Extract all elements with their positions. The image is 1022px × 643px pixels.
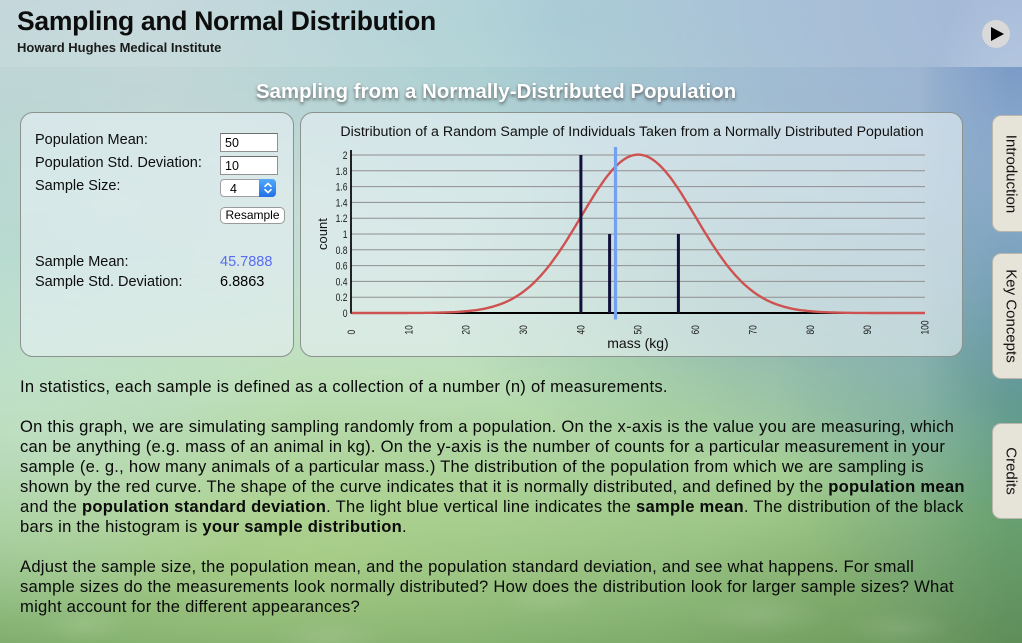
svg-text:100: 100 xyxy=(920,320,932,334)
svg-text:1.2: 1.2 xyxy=(336,213,348,225)
svg-text:mass (kg): mass (kg) xyxy=(607,335,668,351)
svg-text:2: 2 xyxy=(343,150,348,162)
svg-text:80: 80 xyxy=(805,325,817,334)
svg-text:1.6: 1.6 xyxy=(336,182,348,194)
svg-text:90: 90 xyxy=(862,325,874,334)
svg-text:Distribution of a Random Sampl: Distribution of a Random Sample of Indiv… xyxy=(340,124,923,140)
svg-text:count: count xyxy=(315,218,330,250)
svg-text:70: 70 xyxy=(748,325,760,334)
svg-text:0: 0 xyxy=(346,330,358,335)
svg-text:1: 1 xyxy=(343,229,348,241)
svg-text:10: 10 xyxy=(403,325,415,334)
svg-text:0.4: 0.4 xyxy=(336,276,348,288)
svg-text:1.4: 1.4 xyxy=(336,197,348,209)
svg-text:0.8: 0.8 xyxy=(336,245,348,257)
svg-text:0.6: 0.6 xyxy=(336,261,348,273)
svg-text:60: 60 xyxy=(690,325,702,334)
svg-text:30: 30 xyxy=(518,325,530,334)
svg-text:20: 20 xyxy=(461,325,473,334)
svg-text:0.2: 0.2 xyxy=(336,292,348,304)
svg-text:0: 0 xyxy=(343,308,348,320)
svg-text:40: 40 xyxy=(575,325,587,334)
svg-text:1.8: 1.8 xyxy=(336,166,348,178)
svg-text:50: 50 xyxy=(633,325,645,334)
